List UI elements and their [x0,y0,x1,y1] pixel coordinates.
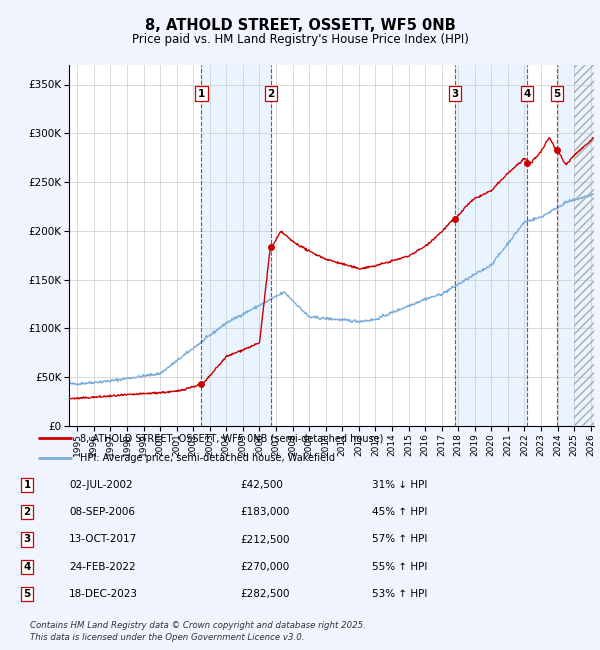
Text: 5: 5 [23,589,31,599]
Text: Contains HM Land Registry data © Crown copyright and database right 2025.
This d: Contains HM Land Registry data © Crown c… [30,621,366,642]
Text: 24-FEB-2022: 24-FEB-2022 [69,562,136,572]
Text: 08-SEP-2006: 08-SEP-2006 [69,507,135,517]
Text: 13-OCT-2017: 13-OCT-2017 [69,534,137,545]
Bar [557,65,594,426]
Text: 2: 2 [23,507,31,517]
Text: 4: 4 [23,562,31,572]
Text: 2: 2 [268,89,275,99]
Text: £42,500: £42,500 [240,480,283,490]
Text: 3: 3 [451,89,458,99]
Text: 45% ↑ HPI: 45% ↑ HPI [372,507,427,517]
Text: £282,500: £282,500 [240,589,290,599]
Text: 3: 3 [23,534,31,545]
Text: HPI: Average price, semi-detached house, Wakefield: HPI: Average price, semi-detached house,… [80,454,335,463]
Bar [202,65,271,426]
Text: 55% ↑ HPI: 55% ↑ HPI [372,562,427,572]
Text: 02-JUL-2002: 02-JUL-2002 [69,480,133,490]
Bar [574,65,594,426]
Text: £270,000: £270,000 [240,562,289,572]
Text: 1: 1 [198,89,205,99]
Text: 8, ATHOLD STREET, OSSETT, WF5 0NB: 8, ATHOLD STREET, OSSETT, WF5 0NB [145,18,455,34]
Text: Price paid vs. HM Land Registry's House Price Index (HPI): Price paid vs. HM Land Registry's House … [131,32,469,46]
Text: 53% ↑ HPI: 53% ↑ HPI [372,589,427,599]
Text: 18-DEC-2023: 18-DEC-2023 [69,589,138,599]
Text: 5: 5 [553,89,560,99]
Text: 31% ↓ HPI: 31% ↓ HPI [372,480,427,490]
Text: 4: 4 [523,89,530,99]
Text: £212,500: £212,500 [240,534,290,545]
Text: £183,000: £183,000 [240,507,289,517]
Text: 1: 1 [23,480,31,490]
Text: 57% ↑ HPI: 57% ↑ HPI [372,534,427,545]
Text: 8, ATHOLD STREET, OSSETT, WF5 0NB (semi-detached house): 8, ATHOLD STREET, OSSETT, WF5 0NB (semi-… [80,434,383,443]
Bar [455,65,527,426]
